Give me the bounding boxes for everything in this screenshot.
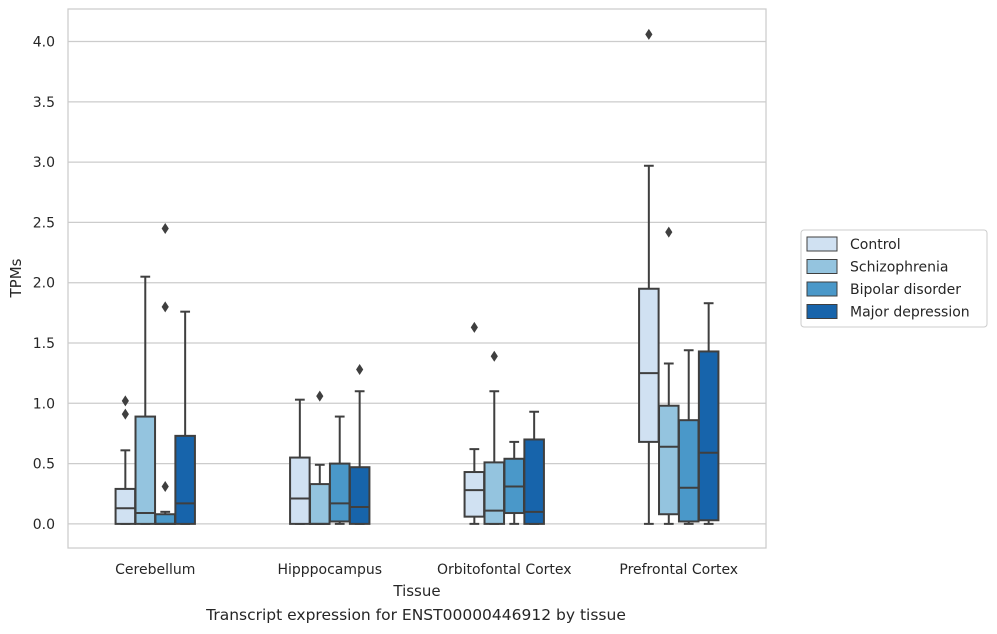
outlier-0 [665, 226, 673, 238]
y-tick-label-4: 2.0 [33, 276, 55, 292]
box-2-1 [483, 350, 506, 525]
box-iqr [154, 513, 176, 525]
outlier-0 [121, 408, 129, 420]
outlier-0 [161, 481, 169, 493]
box-1-1 [309, 390, 331, 525]
legend-swatch-3 [806, 304, 838, 319]
outlier-0 [356, 364, 364, 376]
outlier-1 [161, 301, 169, 313]
legend-label-1: Schizophrenia [850, 260, 948, 276]
x-axis-title: Tissue [392, 582, 440, 600]
box-2-3 [523, 410, 545, 525]
box-3-3 [697, 302, 720, 525]
legend-swatch-2 [806, 281, 838, 297]
box-iqr [114, 487, 137, 525]
outlier-0 [645, 28, 653, 40]
outlier-2 [161, 222, 169, 234]
box-iqr [463, 471, 486, 518]
y-tick-label-1: 0.5 [33, 457, 55, 473]
plot-area-frame [67, 8, 767, 549]
boxes [114, 28, 720, 525]
box-3-1 [658, 226, 680, 525]
box-iqr [638, 287, 660, 443]
x-tick-label-2: Orbitofontal Cortex [437, 562, 572, 578]
legend-label-0: Control [850, 237, 901, 253]
chart-caption: Transcript expression for ENST0000044691… [206, 606, 626, 624]
x-tick-label-1: Hipppocampus [277, 562, 382, 578]
box-iqr [174, 434, 196, 525]
box-iqr [483, 461, 506, 525]
box-0-3 [174, 310, 196, 525]
legend: Control Schizophrenia Bipolar disorder Majo… [800, 229, 988, 328]
box-iqr [523, 438, 545, 525]
box-0-2 [154, 222, 176, 525]
box-iqr [697, 350, 720, 522]
outlier-0 [470, 321, 478, 333]
box-0-0 [114, 395, 137, 525]
box-0-1 [134, 275, 157, 525]
outlier-1 [121, 395, 129, 407]
y-tick-label-7: 3.5 [33, 95, 55, 111]
box-1-2 [328, 415, 351, 525]
y-tick-label-6: 3.0 [33, 155, 55, 171]
box-2-2 [503, 440, 525, 525]
legend-swatch-0 [806, 236, 838, 252]
box-iqr [677, 419, 700, 523]
y-tick-label-8: 4.0 [33, 35, 55, 51]
box-3-0 [638, 28, 660, 525]
box-iqr [134, 415, 157, 525]
legend-label-3: Major depression [850, 305, 970, 321]
outlier-0 [316, 390, 324, 402]
box-iqr [309, 483, 331, 525]
y-tick-label-3: 1.5 [33, 336, 55, 352]
legend-frame [800, 229, 988, 328]
outlier-0 [490, 350, 498, 362]
box-iqr [328, 462, 351, 523]
box-iqr [658, 404, 680, 516]
box-3-2 [677, 349, 700, 525]
x-tick-label-0: Cerebellum [115, 562, 195, 578]
box-iqr [289, 456, 311, 525]
legend-swatch-1 [806, 259, 838, 274]
y-tick-label-2: 1.0 [33, 396, 55, 412]
x-tick-labels: Cerebellum Hipppocampus Orbitofontal Corte… [115, 562, 738, 578]
box-1-0 [289, 398, 311, 525]
y-axis-title: TPMs [7, 258, 25, 298]
y-tick-labels: 0.0 0.5 1.0 1.5 2.0 2.5 3.0 3.5 4.0 [33, 35, 55, 533]
box-2-0 [463, 321, 486, 525]
y-tick-label-0: 0.0 [33, 517, 55, 533]
box-iqr [348, 466, 371, 525]
legend-label-2: Bipolar disorder [850, 282, 961, 298]
x-tick-label-3: Prefrontal Cortex [619, 562, 738, 578]
box-1-3 [348, 364, 371, 525]
y-tick-label-5: 2.5 [33, 215, 55, 231]
